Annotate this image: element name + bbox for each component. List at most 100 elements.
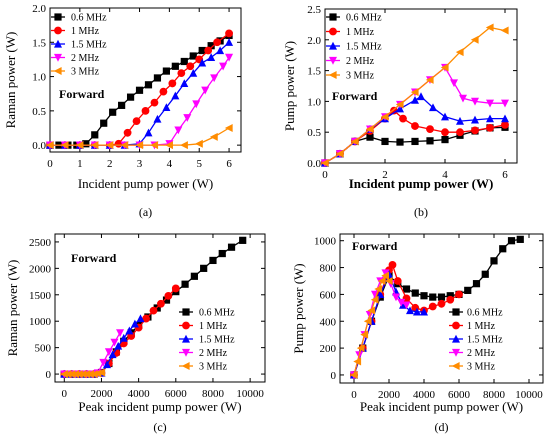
- data-point: [165, 141, 173, 150]
- data-point: [97, 368, 106, 377]
- data-point: [110, 338, 119, 347]
- y-tick-label: 0: [46, 369, 52, 381]
- data-point: [153, 74, 162, 82]
- data-point: [470, 35, 479, 44]
- data-point: [209, 132, 218, 141]
- y-axis-label: Raman power (W): [3, 32, 18, 129]
- data-point: [384, 276, 393, 285]
- data-point: [200, 264, 208, 272]
- series-triangle-up: [60, 314, 145, 378]
- legend-label: 0.6 MHz: [71, 13, 107, 24]
- data-point: [125, 326, 134, 335]
- data-point: [501, 99, 509, 108]
- y-tick-label: 1.5: [307, 66, 321, 78]
- legend-label: 3 MHz: [467, 362, 496, 373]
- data-point: [365, 125, 374, 134]
- y-tick-label: 2.0: [32, 3, 46, 15]
- data-point: [411, 137, 419, 146]
- data-point: [162, 67, 170, 75]
- data-point: [464, 286, 472, 294]
- chart-panel-d: 0 2000 4000 6000 8000 10000 0 200 400 600 800 1000 P…: [291, 233, 544, 434]
- legend-label: 3 MHz: [71, 67, 100, 78]
- legend-marker: [329, 13, 337, 21]
- x-tick-label: 0: [322, 169, 328, 181]
- data-point: [381, 271, 390, 280]
- data-point: [82, 140, 90, 148]
- x-tick-label: 5: [196, 158, 202, 170]
- y-tick-label: 1.0: [307, 96, 321, 108]
- data-point: [180, 79, 189, 88]
- series-triangle-left: [60, 368, 106, 379]
- data-point: [353, 357, 362, 366]
- data-point: [224, 124, 233, 132]
- data-point: [428, 302, 437, 311]
- x-tick-label: 2000: [378, 389, 401, 401]
- legend-marker: [54, 13, 62, 21]
- data-point: [396, 138, 404, 146]
- series-triangle-left: [45, 124, 233, 150]
- data-point: [366, 133, 374, 141]
- data-point: [162, 103, 171, 112]
- data-point: [225, 29, 233, 38]
- data-point: [516, 235, 524, 243]
- plot-frame: [54, 233, 266, 383]
- panel-caption: (b): [414, 205, 428, 219]
- x-axis-label: Incident pump power (W): [78, 176, 213, 191]
- data-point: [471, 97, 479, 106]
- y-tick-label: 0.0: [32, 140, 46, 152]
- series-line: [324, 66, 505, 164]
- x-tick-label: 10000: [515, 389, 543, 401]
- chart-panel-b: 0 2 4 6 0.0 0.5 1.0 1.5 2.0 2.5 Incident pump powe…: [282, 4, 518, 219]
- legend-marker: [54, 26, 62, 35]
- data-point: [456, 128, 464, 137]
- data-point: [388, 260, 397, 269]
- data-point: [459, 94, 467, 103]
- legend-label: 1.5 MHz: [467, 335, 503, 346]
- data-point: [446, 295, 455, 304]
- data-point: [486, 114, 494, 123]
- legend: 0.6 MHz 1 MHz 1.5 MHz 2 MHz 3 MHz: [449, 308, 503, 373]
- data-point: [103, 360, 112, 369]
- data-point: [440, 63, 449, 72]
- data-point: [472, 280, 481, 288]
- data-point: [486, 123, 494, 132]
- y-axis-label: Raman power (W): [5, 260, 20, 357]
- data-point: [171, 62, 179, 70]
- data-point: [91, 131, 99, 139]
- legend-marker: [329, 27, 337, 36]
- data-point: [135, 86, 144, 94]
- y-tick-label: 2.5: [307, 4, 321, 16]
- x-tick-label: 8000: [202, 388, 225, 400]
- legend-marker: [452, 348, 460, 357]
- x-tick-label: 0: [62, 388, 68, 400]
- plot-frame: [324, 8, 518, 164]
- data-point: [150, 141, 159, 150]
- data-point: [410, 88, 419, 97]
- data-point: [192, 100, 201, 109]
- data-point: [393, 277, 402, 285]
- data-point: [189, 68, 198, 77]
- series-line: [353, 272, 424, 376]
- legend-marker: [452, 334, 460, 343]
- legend-marker: [54, 53, 62, 62]
- data-point: [119, 333, 128, 342]
- legend-label: 0.6 MHz: [467, 308, 503, 319]
- data-point: [207, 53, 216, 61]
- legend-marker: [182, 348, 190, 357]
- legend-marker: [452, 321, 460, 330]
- legend-label: 1.5 MHz: [346, 42, 382, 53]
- data-point: [426, 125, 434, 134]
- y-tick-label: 0.5: [32, 106, 46, 118]
- data-point: [204, 46, 213, 55]
- legend-marker: [54, 39, 62, 48]
- data-point: [360, 330, 369, 339]
- data-point: [89, 370, 98, 379]
- data-point: [411, 289, 419, 297]
- legend-marker: [329, 56, 337, 65]
- legend-label: 1 MHz: [71, 26, 100, 37]
- data-point: [218, 249, 226, 258]
- legend-label: 1.5 MHz: [199, 335, 235, 346]
- data-point: [411, 122, 419, 130]
- y-axis-label: Pump power (W): [282, 41, 297, 131]
- x-tick-label: 6000: [448, 389, 471, 401]
